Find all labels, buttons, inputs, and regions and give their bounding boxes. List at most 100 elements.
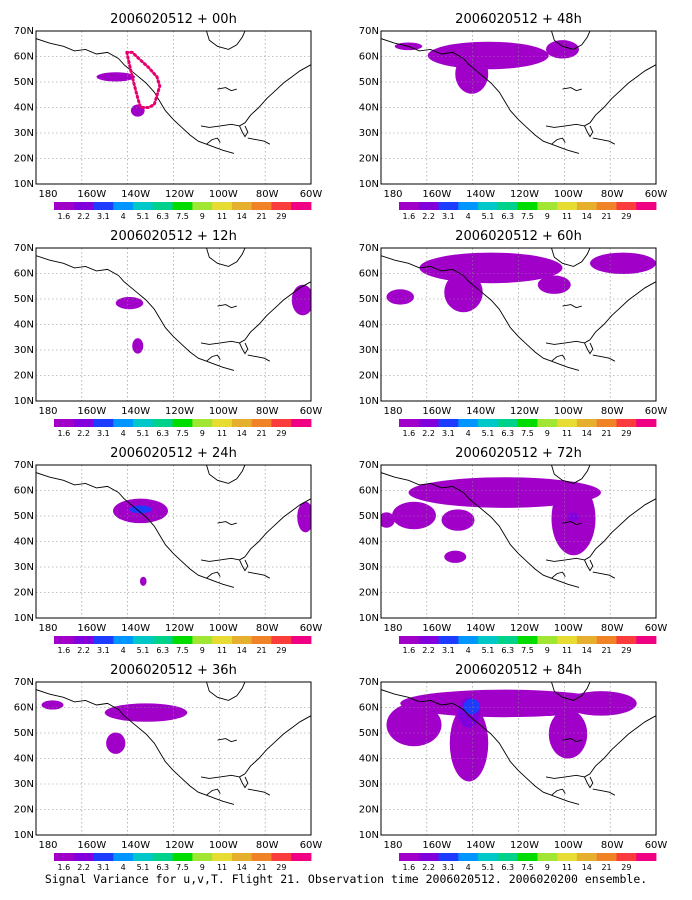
- colorbar-label: 2.2: [422, 429, 435, 438]
- colorbar-swatch: [231, 853, 253, 861]
- coastline: [200, 773, 246, 779]
- colorbar-swatch: [133, 636, 154, 644]
- variance-region: [444, 272, 483, 313]
- colorbar-swatch: [616, 853, 637, 861]
- latitude-label: 10N: [359, 830, 379, 841]
- coastline: [551, 571, 566, 579]
- colorbar-swatch: [172, 853, 193, 861]
- variance-region: [96, 72, 135, 82]
- colorbar-swatch: [399, 636, 420, 644]
- colorbar-swatch: [537, 853, 558, 861]
- coastline: [217, 87, 237, 92]
- latitude-label: 60N: [359, 703, 379, 714]
- colorbar-swatch: [458, 853, 479, 861]
- colorbar-swatch: [478, 419, 499, 427]
- colorbar-swatch: [458, 419, 479, 427]
- longitude-label: 120W: [165, 189, 194, 200]
- latitude-label: 60N: [14, 269, 34, 280]
- coastline: [247, 788, 271, 796]
- colorbar-label: 6.3: [156, 863, 169, 872]
- colorbar-label: 1.6: [403, 212, 416, 221]
- coastline: [206, 465, 246, 484]
- map-panel: 2006020512 + 72h 70N 60N 50N 40N 30N 20N 10N 180…: [359, 446, 668, 655]
- latitude-label: 50N: [359, 294, 379, 305]
- colorbar-swatch: [576, 853, 598, 861]
- colorbar-label: 3.1: [442, 646, 455, 655]
- coastline: [239, 776, 249, 789]
- coastline: [551, 465, 591, 484]
- longitude-label: 160W: [422, 406, 451, 417]
- coastline: [239, 559, 249, 572]
- latitude-label: 40N: [359, 754, 379, 765]
- coastline: [589, 498, 656, 558]
- longitude-label: 60W: [300, 840, 323, 851]
- variance-region: [546, 40, 579, 59]
- latitude-label: 50N: [14, 77, 34, 88]
- latitude-label: 50N: [359, 77, 379, 88]
- colorbar-swatch: [399, 853, 420, 861]
- colorbar-swatch: [54, 419, 75, 427]
- colorbar-label: 14: [237, 429, 247, 438]
- colorbar-swatch: [172, 636, 193, 644]
- colorbar-label: 9: [200, 646, 205, 655]
- colorbar-label: 9: [545, 429, 550, 438]
- colorbar-label: 2.2: [77, 429, 90, 438]
- variance-region: [386, 289, 414, 305]
- variance-region: [537, 275, 571, 294]
- coastline: [381, 472, 464, 493]
- colorbar-label: 6.3: [156, 429, 169, 438]
- colorbar-label: 3.1: [97, 863, 110, 872]
- variance-region: [444, 550, 467, 563]
- colorbar-label: 14: [237, 646, 247, 655]
- latitude-label: 40N: [14, 537, 34, 548]
- coastline: [36, 689, 119, 710]
- coastline: [545, 773, 591, 779]
- map-frame: [35, 30, 312, 185]
- latitude-label: 20N: [14, 371, 34, 382]
- colorbar-label: 6.3: [501, 646, 514, 655]
- longitude-label: 180: [383, 840, 402, 851]
- variance-region: [106, 732, 126, 754]
- colorbar-swatch: [192, 636, 213, 644]
- coastline: [551, 31, 591, 50]
- colorbar-label: 5.1: [482, 646, 495, 655]
- latitude-label: 50N: [14, 728, 34, 739]
- colorbar-label: 5.1: [137, 863, 150, 872]
- longitude-label: 120W: [510, 189, 539, 200]
- coastline: [36, 38, 119, 59]
- colorbar-label: 7.5: [521, 646, 534, 655]
- colorbar-label: 4: [121, 863, 126, 872]
- colorbar-label: 9: [545, 863, 550, 872]
- longitude-label: 180: [383, 406, 402, 417]
- colorbar-swatch: [271, 853, 292, 861]
- latitude-label: 60N: [359, 269, 379, 280]
- coastline: [545, 122, 591, 128]
- colorbar-swatch: [192, 202, 213, 210]
- latitude-label: 10N: [14, 396, 34, 407]
- variance-region: [291, 284, 311, 316]
- colorbar-swatch: [596, 853, 617, 861]
- latitude-label: 70N: [359, 460, 379, 471]
- variance-region: [565, 691, 637, 716]
- colorbar-swatch: [73, 636, 94, 644]
- variance-region: [297, 501, 311, 533]
- colorbar-label: 29: [276, 429, 286, 438]
- colorbar-swatch: [636, 636, 657, 644]
- map-area: [381, 465, 656, 618]
- map-frame: [380, 464, 657, 619]
- colorbar-label: 4: [121, 646, 126, 655]
- latitude-label: 30N: [14, 128, 34, 139]
- colorbar-swatch: [212, 636, 233, 644]
- colorbar-swatch: [54, 636, 75, 644]
- colorbar-swatch: [636, 202, 657, 210]
- colorbar-swatch: [93, 419, 114, 427]
- colorbar-swatch: [438, 202, 459, 210]
- latitude-label: 20N: [359, 154, 379, 165]
- colorbar-swatch: [616, 202, 637, 210]
- colorbar-label: 7.5: [176, 646, 189, 655]
- variance-region: [104, 703, 188, 722]
- colorbar-label: 11: [562, 863, 572, 872]
- colorbar-swatch: [172, 419, 193, 427]
- coastline: [244, 64, 311, 124]
- map-area: [381, 682, 656, 835]
